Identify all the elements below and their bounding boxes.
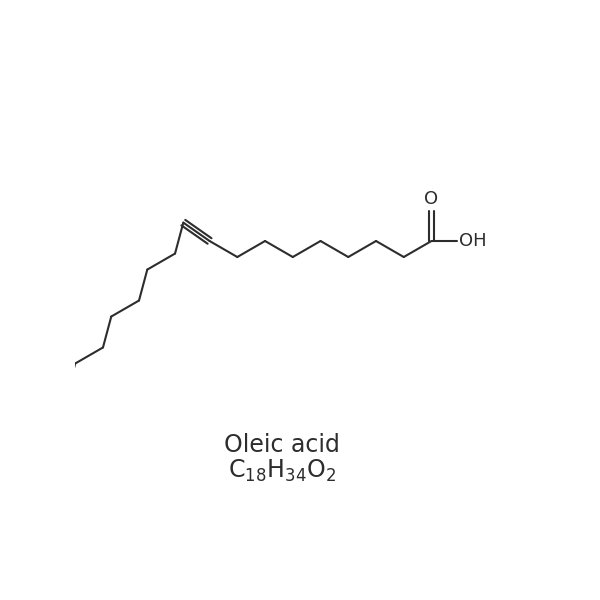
Text: C$_{18}$H$_{34}$O$_{2}$: C$_{18}$H$_{34}$O$_{2}$: [227, 458, 335, 484]
Text: O: O: [424, 190, 439, 208]
Text: OH: OH: [460, 232, 487, 250]
Text: Oleic acid: Oleic acid: [224, 433, 340, 457]
